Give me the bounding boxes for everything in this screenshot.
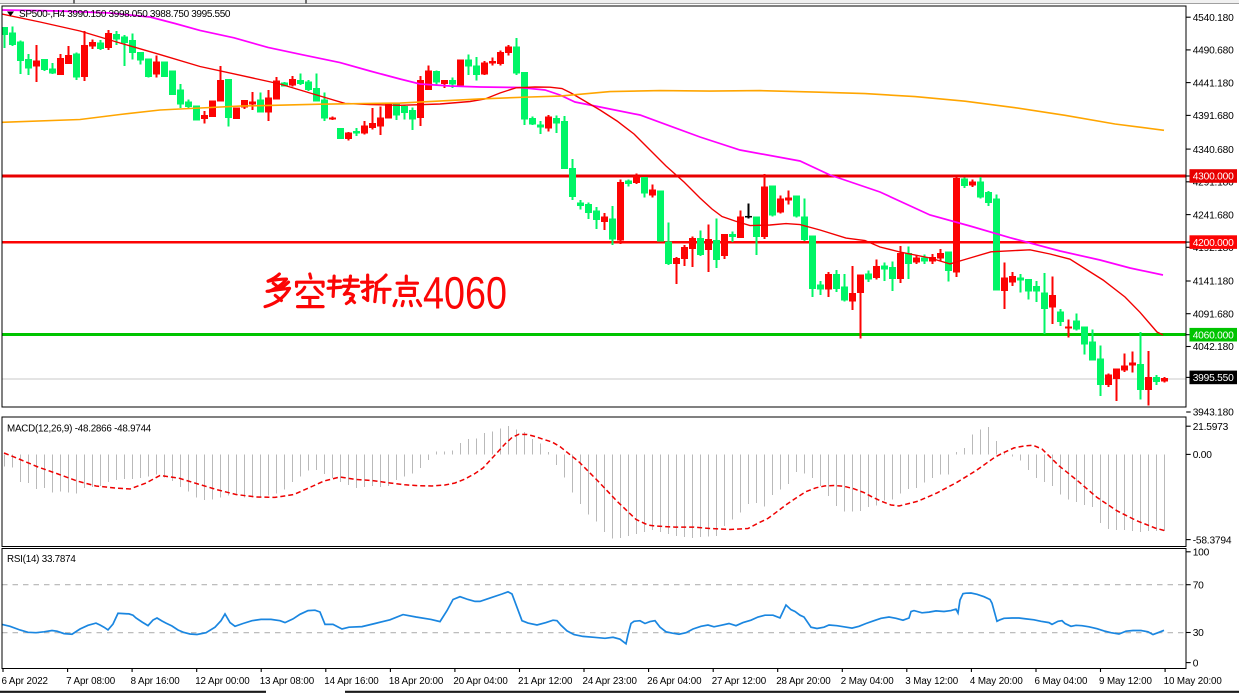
svg-text:18 Apr 20:00: 18 Apr 20:00 <box>389 676 444 687</box>
svg-text:4141.180: 4141.180 <box>1193 277 1234 288</box>
svg-text:4042.180: 4042.180 <box>1193 342 1234 353</box>
svg-text:2 May 04:00: 2 May 04:00 <box>841 676 894 687</box>
svg-text:4091.680: 4091.680 <box>1193 309 1234 320</box>
svg-text:0.00: 0.00 <box>1193 450 1213 461</box>
svg-text:4241.680: 4241.680 <box>1193 210 1234 221</box>
svg-text:3995.550: 3995.550 <box>1193 373 1234 384</box>
svg-text:21.5973: 21.5973 <box>1193 422 1229 433</box>
svg-text:3 May 12:00: 3 May 12:00 <box>905 676 958 687</box>
svg-text:4300.000: 4300.000 <box>1193 172 1234 183</box>
svg-text:4060: 4060 <box>423 268 507 319</box>
svg-text:6 May 04:00: 6 May 04:00 <box>1035 676 1088 687</box>
svg-text:24 Apr 23:00: 24 Apr 23:00 <box>583 676 638 687</box>
svg-text:0: 0 <box>1193 658 1199 669</box>
svg-text:RSI(14) 33.7874: RSI(14) 33.7874 <box>7 554 76 565</box>
svg-text:8 Apr 16:00: 8 Apr 16:00 <box>131 676 181 687</box>
svg-text:14 Apr 16:00: 14 Apr 16:00 <box>324 676 379 687</box>
svg-text:100: 100 <box>1193 548 1210 559</box>
svg-text:-58.3794: -58.3794 <box>1193 535 1232 546</box>
svg-text:MACD(12,26,9) -48.2866 -48.974: MACD(12,26,9) -48.2866 -48.9744 <box>7 423 152 434</box>
svg-text:4391.680: 4391.680 <box>1193 111 1234 122</box>
svg-text:10 May 20:00: 10 May 20:00 <box>1164 676 1223 687</box>
svg-text:4060.000: 4060.000 <box>1193 330 1234 341</box>
svg-text:4200.000: 4200.000 <box>1193 238 1234 249</box>
svg-text:7 Apr 08:00: 7 Apr 08:00 <box>66 676 116 687</box>
svg-text:3943.180: 3943.180 <box>1193 408 1234 419</box>
svg-text:26 Apr 04:00: 26 Apr 04:00 <box>647 676 702 687</box>
svg-text:30: 30 <box>1193 628 1204 639</box>
svg-text:9 May 12:00: 9 May 12:00 <box>1099 676 1152 687</box>
svg-text:70: 70 <box>1193 580 1204 591</box>
svg-text:4291.180: 4291.180 <box>1193 178 1234 189</box>
svg-text:12 Apr 00:00: 12 Apr 00:00 <box>195 676 250 687</box>
svg-text:4340.680: 4340.680 <box>1193 145 1234 156</box>
svg-text:27 Apr 12:00: 27 Apr 12:00 <box>712 676 767 687</box>
svg-text:20 Apr 04:00: 20 Apr 04:00 <box>453 676 508 687</box>
svg-text:6 Apr 2022: 6 Apr 2022 <box>2 676 48 687</box>
svg-text:13 Apr 08:00: 13 Apr 08:00 <box>260 676 315 687</box>
svg-text:SP500-,H4 3990.150 3998.050 3: SP500-,H4 3990.150 3998.050 3988.750 399… <box>19 9 231 20</box>
svg-text:4490.680: 4490.680 <box>1193 46 1234 57</box>
svg-text:21 Apr 12:00: 21 Apr 12:00 <box>518 676 573 687</box>
svg-text:28 Apr 20:00: 28 Apr 20:00 <box>776 676 831 687</box>
svg-text:4540.180: 4540.180 <box>1193 13 1234 24</box>
svg-text:4 May 20:00: 4 May 20:00 <box>970 676 1023 687</box>
svg-text:4441.180: 4441.180 <box>1193 78 1234 89</box>
